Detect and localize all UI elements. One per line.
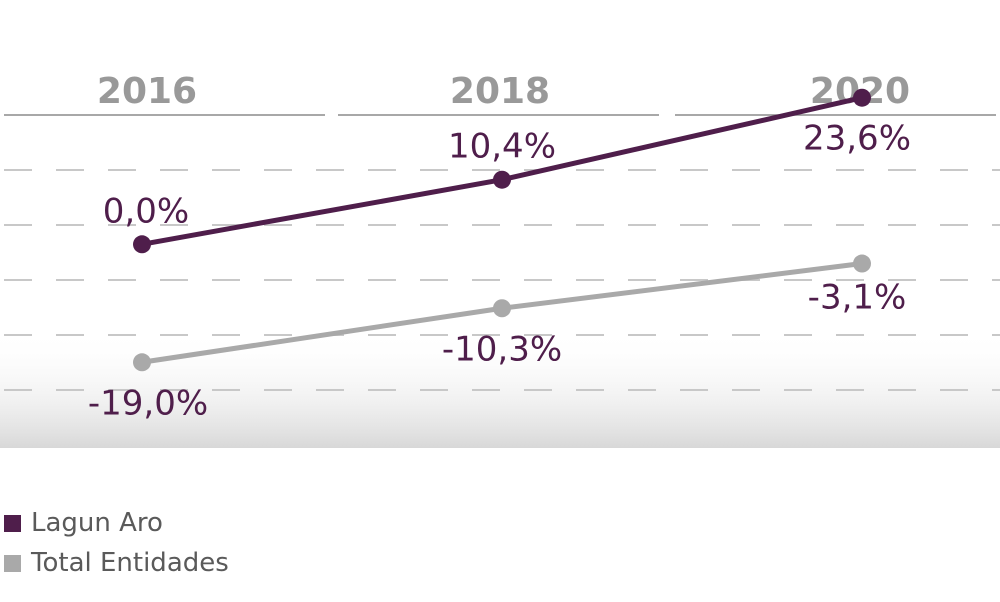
category-headers: 201620182020	[4, 71, 996, 116]
category-header-2018: 2018	[450, 71, 550, 112]
data-point	[493, 299, 511, 318]
gridlines	[4, 169, 1000, 391]
data-point	[133, 353, 151, 372]
data-point	[493, 170, 511, 189]
series-total-entidades: -19,0% -10,3% -3,1%	[88, 254, 907, 423]
data-point	[133, 235, 151, 254]
category-header-2016: 2016	[97, 71, 197, 112]
legend: Lagun Aro Total Entidades	[4, 503, 229, 583]
data-point	[853, 88, 871, 107]
legend-item-lagun-aro: Lagun Aro	[4, 503, 229, 543]
data-label: 23,6%	[803, 119, 911, 159]
legend-swatch-total-entidades	[4, 554, 21, 572]
data-label: 10,4%	[448, 127, 556, 167]
data-label: -3,1%	[808, 278, 907, 318]
legend-label-lagun-aro: Lagun Aro	[31, 508, 163, 538]
line-chart: 201620182020 0,0%10,4%23,6%-19,0%-10,3%-…	[0, 71, 1000, 448]
series-lagun-aro: 0,0% 10,4% 23,6%	[103, 88, 911, 254]
legend-item-total-entidades: Total Entidades	[4, 543, 229, 583]
data-point	[853, 254, 871, 273]
data-label: 0,0%	[103, 191, 189, 231]
legend-swatch-lagun-aro	[4, 514, 21, 532]
data-label: -19,0%	[88, 383, 208, 423]
series-layer: 0,0% 10,4% 23,6% -19,0% -10,3% -3,1%	[88, 88, 911, 423]
data-label: -10,3%	[442, 329, 562, 369]
legend-label-total-entidades: Total Entidades	[31, 548, 229, 578]
